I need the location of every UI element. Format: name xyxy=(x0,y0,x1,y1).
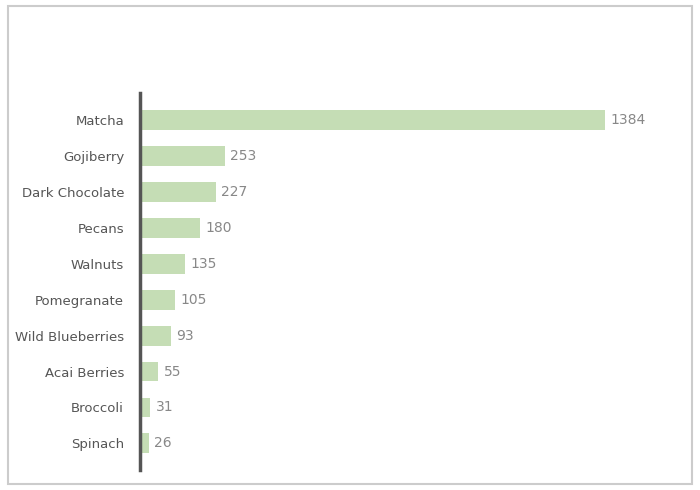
Bar xyxy=(140,182,216,202)
Bar xyxy=(140,146,225,166)
Text: 1384: 1384 xyxy=(610,113,645,127)
Bar xyxy=(140,326,172,345)
Text: 135: 135 xyxy=(190,257,217,271)
Bar xyxy=(140,362,158,381)
Text: 105: 105 xyxy=(181,293,206,307)
Text: 26: 26 xyxy=(154,437,172,450)
Bar xyxy=(140,290,175,310)
Text: 31: 31 xyxy=(155,400,173,415)
Text: 55: 55 xyxy=(164,365,181,379)
Text: 253: 253 xyxy=(230,149,256,163)
Text: 93: 93 xyxy=(176,329,194,343)
Text: 180: 180 xyxy=(206,221,232,235)
Text: GRAM-PER-GRAM ANTIOXIDANT LEVEL COMPARISON: GRAM-PER-GRAM ANTIOXIDANT LEVEL COMPARIS… xyxy=(85,38,615,55)
Bar xyxy=(140,397,150,417)
Bar xyxy=(140,218,200,238)
Bar xyxy=(140,434,148,453)
Text: 227: 227 xyxy=(221,185,248,199)
Bar xyxy=(140,254,186,274)
Bar xyxy=(140,110,605,130)
